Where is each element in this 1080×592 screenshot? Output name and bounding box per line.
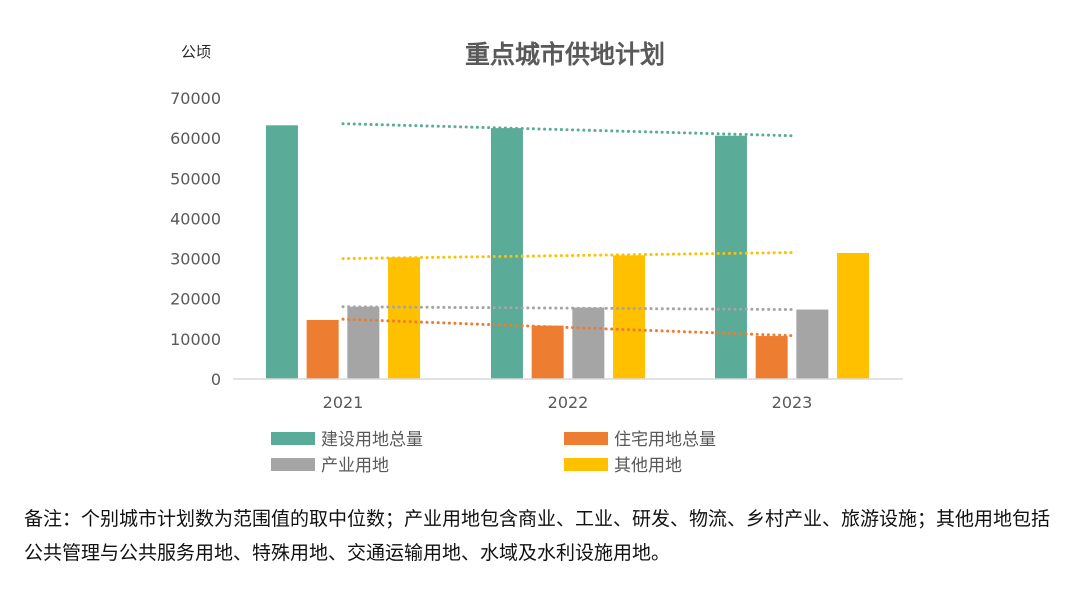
bar-industrial-land-2021 [347, 306, 380, 379]
y-tick-label: 20000 [170, 290, 221, 309]
y-tick-label: 0 [211, 370, 221, 389]
legend-swatch-construction-land [271, 432, 315, 445]
legend-label-construction-land: 建设用地总量 [321, 430, 423, 450]
legend-swatch-industrial-land [271, 458, 315, 471]
bar-industrial-land-2023 [796, 309, 829, 379]
trendline-industrial-land [341, 305, 794, 312]
y-tick-label: 40000 [170, 209, 221, 228]
bar-residential-land-2021 [306, 319, 339, 379]
chart: 重点城市供地计划 公顷 0 10000 20000 30000 40000 50000 60… [170, 40, 903, 476]
bar-residential-land-2022 [531, 325, 564, 379]
footnote: 备注：个别城市计划数为范围值的取中位数；产业用地包含商业、工业、研发、物流、乡村… [24, 508, 1051, 564]
y-tick-label: 50000 [170, 169, 221, 188]
y-tick-label: 10000 [170, 330, 221, 349]
legend-label-other-land: 其他用地 [614, 456, 682, 476]
y-tick-label: 70000 [170, 89, 221, 108]
x-tick-label: 2021 [323, 393, 364, 412]
x-axis-ticks: 2021 2022 2023 [323, 393, 813, 412]
chart-title: 重点城市供地计划 [465, 40, 665, 69]
trendline-other-land [341, 251, 794, 261]
y-axis-ticks: 0 10000 20000 30000 40000 50000 60000 70000 [170, 89, 221, 389]
bar-construction-land-2021 [265, 125, 298, 379]
bar-other-land-2023 [837, 252, 870, 379]
bar-other-land-2021 [388, 257, 421, 379]
bar-industrial-land-2022 [572, 307, 605, 379]
legend-label-residential-land: 住宅用地总量 [614, 430, 716, 450]
bar-construction-land-2022 [490, 128, 523, 379]
bar-residential-land-2023 [755, 336, 788, 379]
trendlines [341, 122, 794, 338]
x-tick-label: 2022 [548, 393, 589, 412]
bars [265, 125, 870, 379]
y-tick-label: 30000 [170, 250, 221, 269]
legend-label-industrial-land: 产业用地 [321, 456, 389, 476]
x-tick-label: 2023 [772, 393, 813, 412]
y-axis-unit-label: 公顷 [181, 43, 211, 61]
bar-construction-land-2023 [714, 135, 747, 379]
y-tick-label: 60000 [170, 129, 221, 148]
bar-other-land-2022 [613, 255, 646, 379]
legend-swatch-residential-land [564, 432, 608, 445]
trendline-residential-land [341, 317, 794, 338]
legend-swatch-other-land [564, 458, 608, 471]
trendline-construction-land [341, 122, 794, 138]
